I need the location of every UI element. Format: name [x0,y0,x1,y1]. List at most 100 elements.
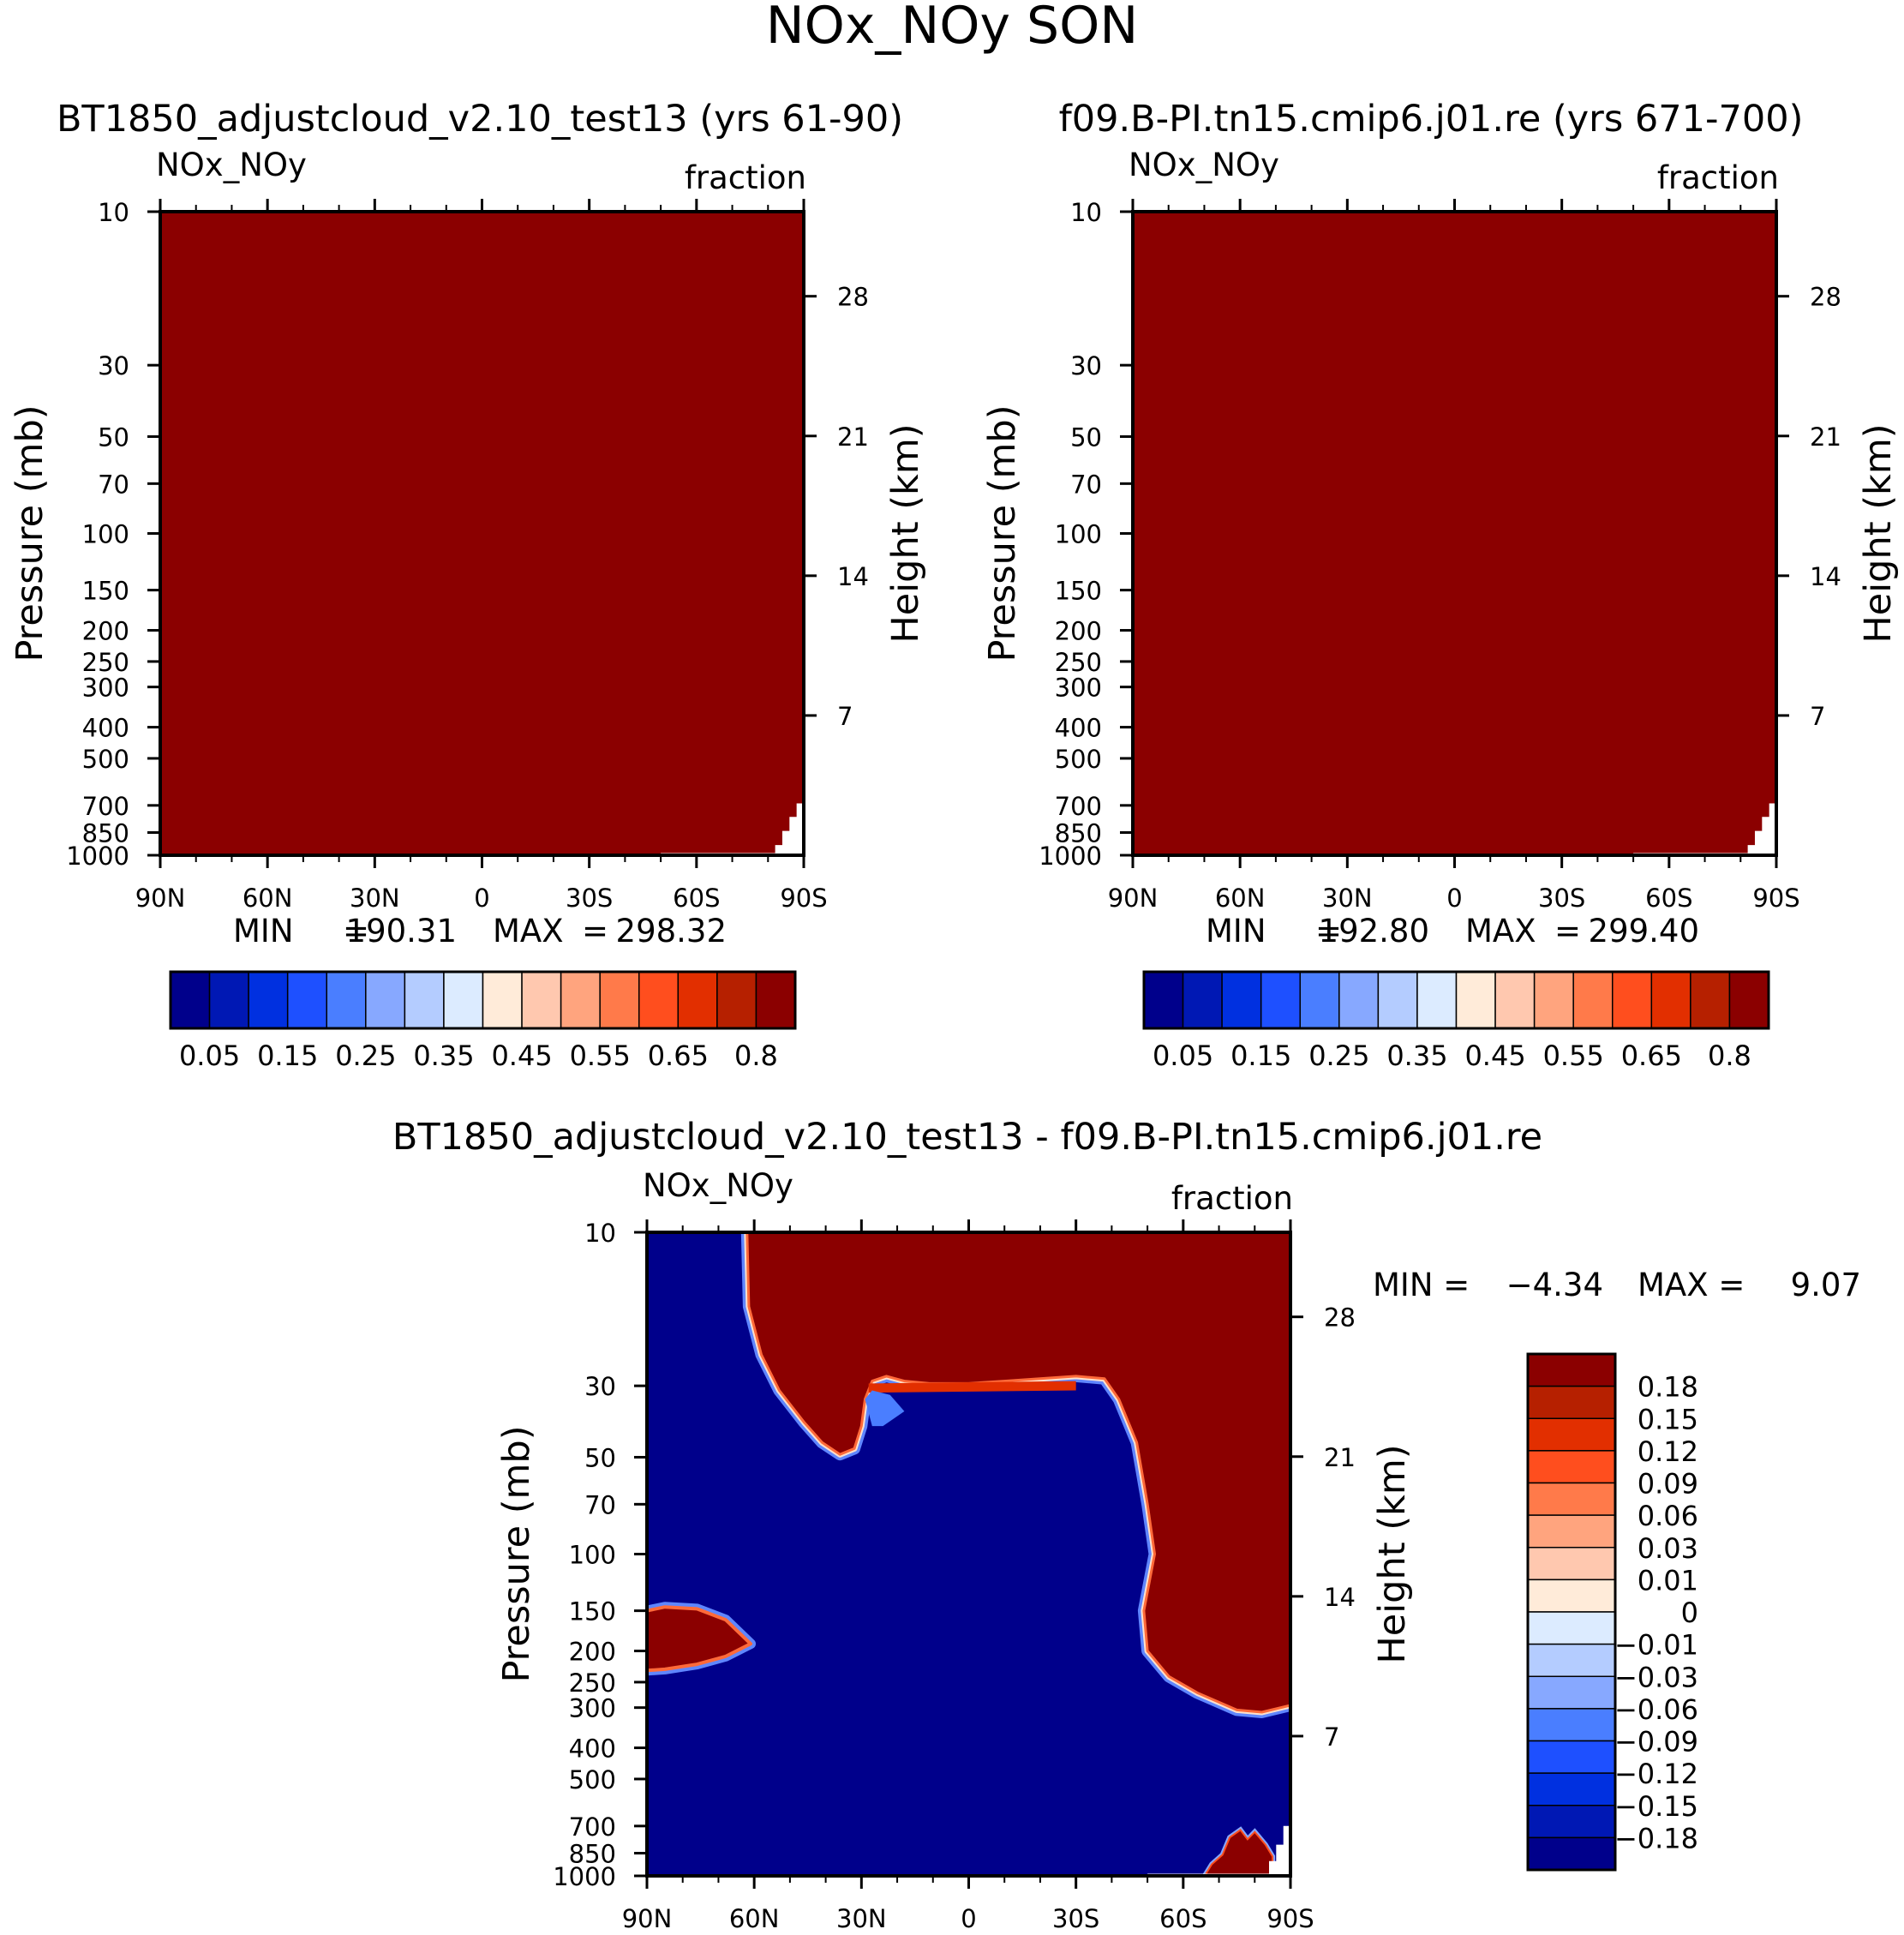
y-right-tick-label: 7 [1810,702,1825,731]
missing-data-region [661,803,804,855]
colorbar-box [1221,971,1262,1029]
colorbar-label: −0.09 [1614,1726,1698,1758]
x-tick-label: 60S [673,884,720,913]
y-tick-label: 50 [1070,422,1102,452]
contour-field [647,1232,1290,1876]
colorbar-box [1527,1385,1616,1419]
colorbar-label: 0.15 [1638,1403,1698,1435]
y-tick-label: 10 [1070,198,1102,227]
variable-label: NOx_NOy [156,147,307,183]
y-tick-label: 30 [584,1372,616,1401]
y-tick-label: 400 [1055,714,1102,743]
x-tick-label: 30N [1322,884,1373,913]
colorbar-box [482,971,523,1029]
y-right-tick-label: 21 [1324,1443,1356,1472]
colorbar-label: 0.06 [1638,1500,1698,1532]
y-axis-title: Pressure (mb) [9,404,51,662]
colorbar-box [170,971,211,1029]
colorbar-label: 0.45 [1464,1039,1525,1072]
panel-title: BT1850_adjustcloud_v2.10_test13 (yrs 61-… [57,98,903,141]
field-fill [160,212,804,855]
positive-region-lens [647,1605,752,1673]
x-tick-label: 30S [1538,884,1585,913]
units-label: fraction [685,159,806,196]
colorbar-label: 0.01 [1638,1564,1698,1597]
max-label: MAX [1465,913,1536,950]
y-tick-label: 500 [82,745,129,774]
colorbar-label: −0.03 [1614,1661,1698,1693]
x-tick-label: 30S [566,884,613,913]
x-tick-label: 60S [1645,884,1692,913]
colorbar-box [1527,1836,1616,1871]
y-tick-label: 70 [584,1490,616,1519]
colorbar-box [1527,1708,1616,1742]
y-right-tick-label: 14 [1810,562,1841,591]
y-tick-label: 700 [82,792,129,821]
min-value: 190.31 [346,913,457,950]
variable-label: NOx_NOy [1129,147,1279,183]
colorbar-box [1299,971,1340,1029]
colorbar-label: 0.35 [413,1039,474,1072]
colorbar-label: −0.15 [1614,1790,1698,1823]
colorbar-label: 0.03 [1638,1532,1698,1565]
y-axis-title: Pressure (mb) [495,1425,538,1682]
y-tick-label: 300 [569,1694,616,1723]
y-tick-label: 700 [1055,792,1102,821]
colorbar-label: 0.25 [1308,1039,1369,1072]
y-tick-label: 70 [1070,470,1102,499]
max-equals: = [1554,913,1581,950]
y-tick-label: 10 [98,198,129,227]
colorbar-label: 0.09 [1638,1468,1698,1501]
y-tick-label: 1000 [553,1862,616,1891]
colorbar-label: 0.8 [1708,1039,1751,1072]
x-tick-label: 90S [1266,1904,1314,1933]
y-tick-label: 50 [98,422,129,452]
figure-title: NOx_NOy SON [766,0,1139,56]
colorbar-box [208,971,249,1029]
colorbar-label: 0.65 [648,1039,709,1072]
min-value: −4.34 [1506,1267,1603,1303]
colorbar-box [1572,971,1614,1029]
colorbar-label: 0 [1681,1597,1698,1629]
colorbar-box [1494,971,1536,1029]
edge-wedge [865,1390,905,1427]
colorbar-box [1527,1353,1616,1387]
x-tick-label: 90N [135,884,186,913]
x-tick-label: 0 [961,1904,976,1933]
units-label: fraction [1171,1180,1293,1217]
x-tick-label: 60N [1215,884,1266,913]
colorbar-box [1416,971,1458,1029]
x-tick-label: 60N [242,884,293,913]
y-right-axis-title: Height (km) [1371,1444,1414,1663]
colorbar-label: 0.18 [1638,1371,1698,1404]
colorbar-box [1260,971,1301,1029]
y-tick-label: 70 [98,470,129,499]
y-tick-label: 300 [82,674,129,703]
colorbar-label: 0.8 [734,1039,778,1072]
y-tick-label: 400 [569,1734,616,1764]
colorbar-box [1527,1805,1616,1839]
missing-data-region [1147,1825,1290,1876]
y-tick-label: 1000 [66,842,129,871]
colorbar-label: 0.55 [1543,1039,1604,1072]
colorbar-label: 0.05 [179,1039,240,1072]
colorbar-label: 0.12 [1638,1435,1698,1468]
max-label: MAX [493,913,564,950]
colorbar-box [1527,1417,1616,1452]
y-tick-label: 10 [584,1219,616,1248]
colorbar-box [286,971,327,1029]
y-right-tick-label: 7 [837,702,853,731]
contour-field [1133,212,1776,855]
colorbar-box [521,971,562,1029]
min-label: MIN = [1373,1267,1470,1303]
colorbar-label: −0.12 [1614,1758,1698,1790]
y-tick-label: 100 [1055,520,1102,549]
colorbar-box [1527,1514,1616,1549]
colorbar-box [560,971,601,1029]
y-right-tick-label: 14 [837,562,869,591]
y-tick-label: 700 [569,1812,616,1842]
colorbar-box [1527,1611,1616,1645]
min-label: MIN [1206,913,1266,950]
y-tick-label: 250 [82,648,129,677]
